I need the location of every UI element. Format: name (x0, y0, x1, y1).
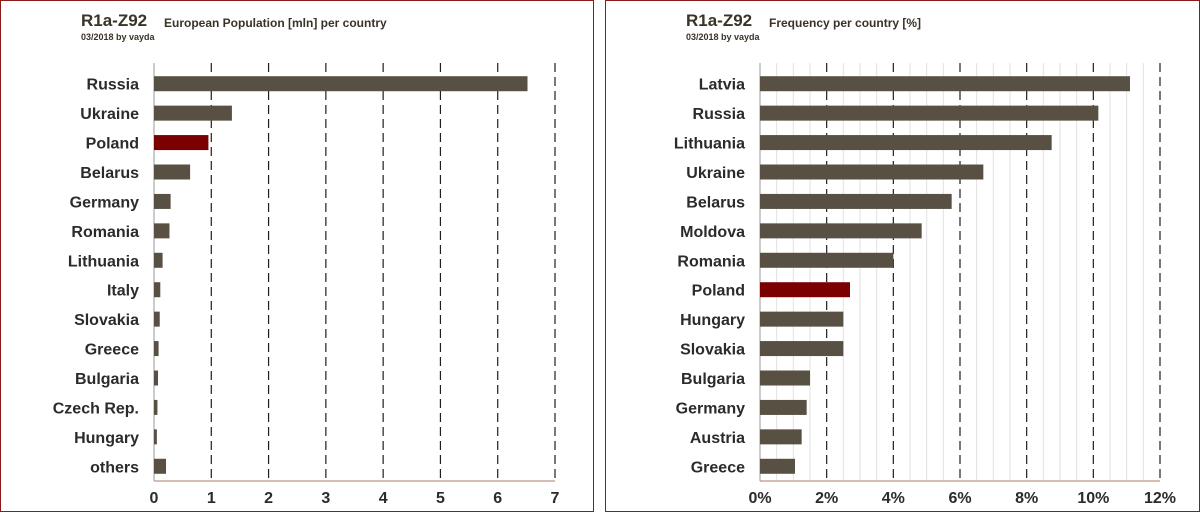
category-label: Bulgaria (75, 371, 139, 388)
population-chart-panel: R1a-Z92 European Population [mln] per co… (0, 0, 594, 512)
category-label: Greece (85, 342, 139, 359)
chart-title: R1a-Z92 (81, 11, 148, 30)
x-tick-label: 4 (379, 490, 388, 507)
x-tick-label: 0% (748, 490, 771, 507)
category-label: Russia (87, 77, 140, 94)
frequency-bar-chart: 0% 2% 4% 6% 8% 10% 12% Latvia Russia Lithuania Ukr… (674, 63, 1176, 507)
bar (154, 282, 161, 298)
bar (760, 252, 894, 268)
x-tick-label: 6 (493, 490, 502, 507)
category-label: Bulgaria (681, 371, 745, 388)
x-tick-label: 4% (882, 490, 905, 507)
bar (760, 105, 1099, 121)
bar (760, 282, 850, 298)
category-label: Germany (70, 194, 139, 211)
chart-title: R1a-Z92 (686, 11, 753, 30)
chart-credit: 03/2018 by vayda (686, 32, 760, 42)
bar (760, 399, 807, 415)
x-tick-label: 7 (551, 490, 560, 507)
category-label: Austria (690, 430, 745, 447)
bar (154, 76, 528, 92)
category-label: Romania (677, 253, 745, 270)
category-label: Slovakia (680, 342, 745, 359)
x-tick-label: 3 (321, 490, 330, 507)
bar (154, 341, 159, 357)
bar (154, 135, 209, 151)
x-tick-label: 6% (948, 490, 971, 507)
x-tick-label: 1 (207, 490, 216, 507)
bar (154, 399, 158, 415)
bar (760, 164, 984, 180)
chart-credit: 03/2018 by vayda (81, 32, 155, 42)
category-label: Czech Rep. (53, 400, 139, 417)
category-label: Ukraine (80, 106, 139, 123)
bar (154, 164, 191, 180)
category-label: Poland (86, 136, 139, 153)
bar (760, 193, 952, 209)
category-label: Latvia (699, 77, 745, 94)
category-label: Hungary (74, 430, 139, 447)
x-tick-label: 12% (1144, 490, 1176, 507)
bar (760, 223, 922, 239)
category-label: Hungary (680, 312, 745, 329)
x-tick-label: 0 (150, 490, 159, 507)
category-label: Romania (71, 224, 139, 241)
chart-subtitle: Frequency per country [%] (769, 16, 922, 30)
bar (760, 370, 810, 386)
category-label: Slovakia (74, 312, 139, 329)
bar (154, 311, 160, 327)
bar (154, 252, 163, 268)
category-label: Italy (107, 283, 139, 300)
bar (760, 135, 1052, 151)
population-bar-chart: 0 1 2 3 4 5 6 7 Russia Ukraine Poland Belarus German… (53, 63, 560, 507)
x-tick-label: 8% (1015, 490, 1038, 507)
x-tick-label: 5 (436, 490, 445, 507)
bar (154, 223, 170, 239)
x-tick-label: 2 (264, 490, 273, 507)
x-tick-label: 10% (1077, 490, 1109, 507)
bar (154, 105, 232, 121)
category-label: Moldova (680, 224, 745, 241)
category-label: Poland (692, 283, 745, 300)
frequency-chart-panel: R1a-Z92 Frequency per country [%] 03/201… (605, 0, 1200, 512)
bar (760, 429, 802, 445)
category-label: Lithuania (68, 253, 139, 270)
category-label: Belarus (80, 165, 139, 182)
category-label: others (90, 459, 139, 476)
bar (154, 370, 159, 386)
bar (760, 341, 844, 357)
category-label: Ukraine (686, 165, 745, 182)
category-label: Germany (676, 400, 745, 417)
chart-subtitle: European Population [mln] per country (164, 16, 387, 30)
category-label: Russia (693, 106, 746, 123)
x-tick-label: 2% (815, 490, 838, 507)
bar (760, 76, 1130, 92)
category-label: Lithuania (674, 136, 745, 153)
category-label: Greece (691, 459, 745, 476)
bar (154, 193, 171, 209)
bar (154, 429, 157, 445)
bar (760, 458, 795, 474)
bar (154, 458, 167, 474)
category-label: Belarus (686, 194, 745, 211)
bar (760, 311, 844, 327)
